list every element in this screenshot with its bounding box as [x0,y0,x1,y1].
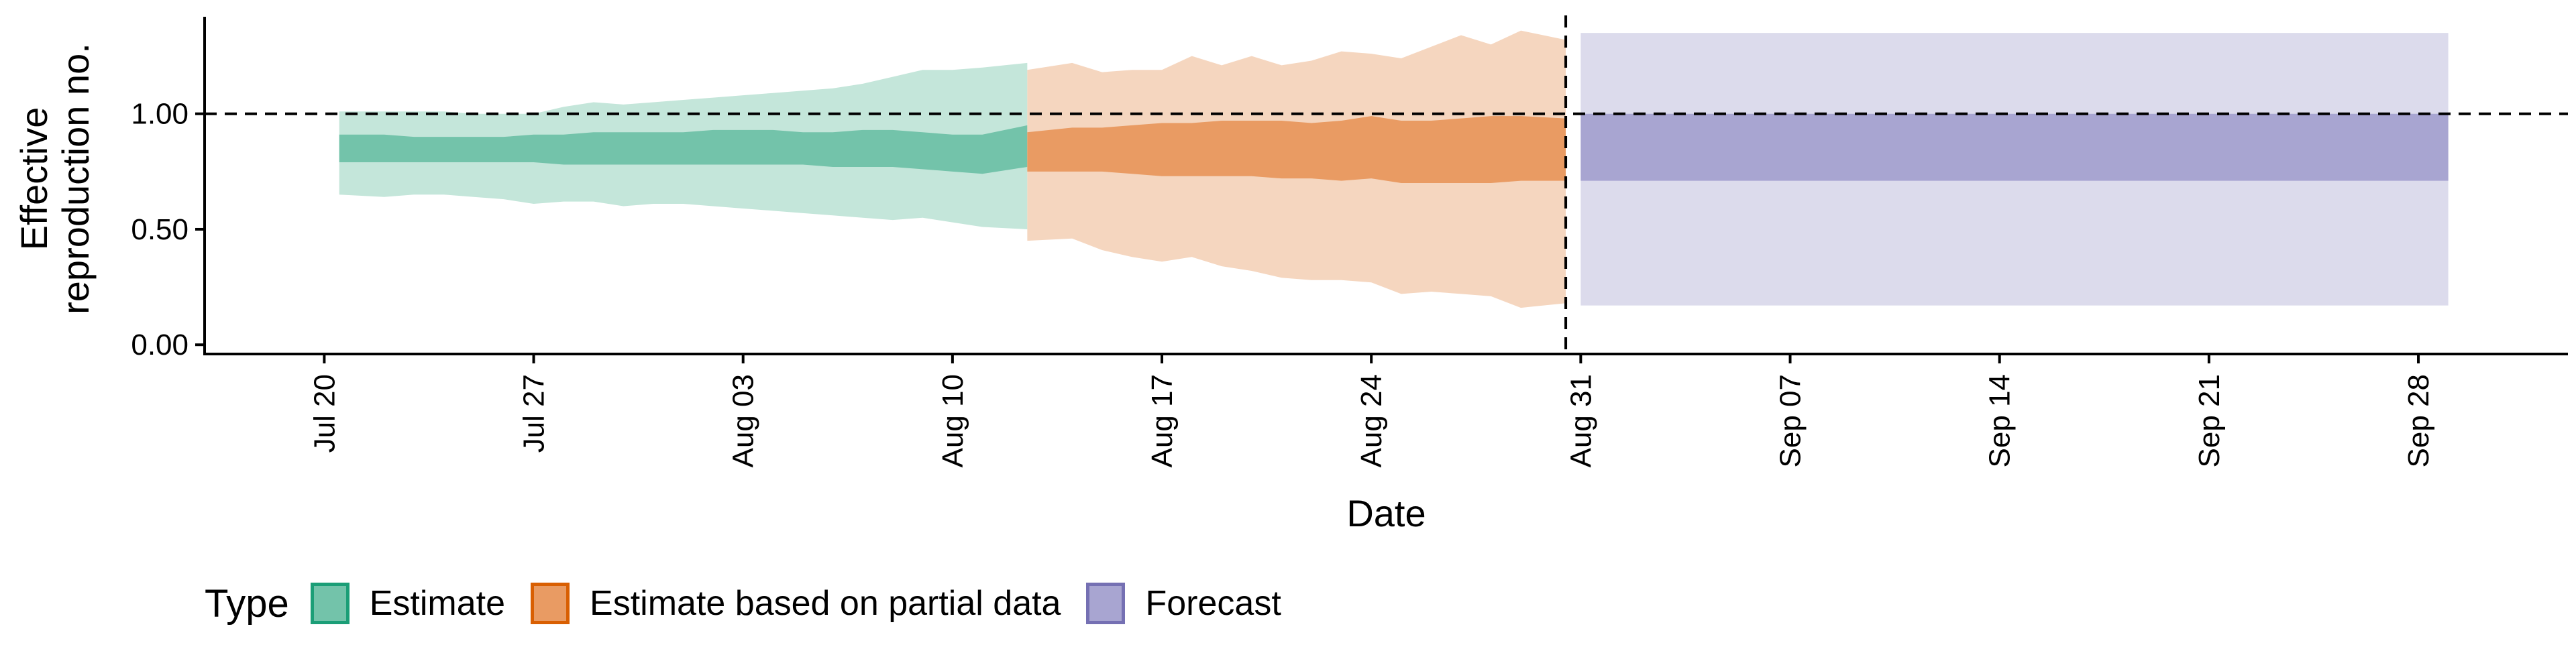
legend-item-forecast: Forecast [1086,583,1281,624]
axes-layer: 0.00 0.50 1.00 Jul 20 Jul 27 Aug 03 Aug 10 Aug … [13,17,2568,534]
x-tick-label: Sep 14 [1984,374,2017,467]
legend: Type Estimate Estimate based on partial … [205,577,1307,630]
x-tick-label: Aug 10 [936,374,969,467]
x-axis-title: Date [1346,492,1426,534]
x-tick-label: Sep 21 [2193,374,2226,467]
y-tick-label: 1.00 [131,98,189,131]
legend-item-partial: Estimate based on partial data [531,583,1061,624]
x-tick-label: Jul 27 [518,374,551,453]
x-tick-label: Jul 20 [308,374,341,453]
legend-label-forecast: Forecast [1145,584,1281,623]
band-inner-estimate-based-on-partial-data [1027,116,1566,184]
y-tick-label: 0.50 [131,213,189,246]
x-tick-label: Aug 31 [1564,374,1597,467]
x-tick-label: Aug 03 [727,374,760,467]
x-tick-label: Aug 17 [1146,374,1179,467]
x-tick-label: Aug 24 [1355,374,1388,467]
band-inner-forecast [1580,113,2449,181]
legend-label-estimate: Estimate [369,584,506,623]
legend-label-partial: Estimate based on partial data [590,584,1061,623]
bands-layer [339,30,2449,308]
y-axis-title-line: reproduction no. [54,43,97,314]
y-tick-label: 0.00 [131,329,189,361]
legend-key-estimate [310,583,350,624]
x-tick-label: Sep 07 [1774,374,1807,467]
band-inner-estimate [339,125,1028,174]
legend-key-forecast [1086,583,1126,624]
y-axis-title-line: Effective [13,107,55,251]
legend-key-partial [531,583,570,624]
legend-item-estimate: Estimate [310,583,506,624]
legend-title: Type [205,581,289,626]
x-tick-label: Sep 28 [2402,374,2435,467]
y-axis-title: Effectivereproduction no. [13,43,97,314]
reference-lines-layer [205,15,2568,354]
